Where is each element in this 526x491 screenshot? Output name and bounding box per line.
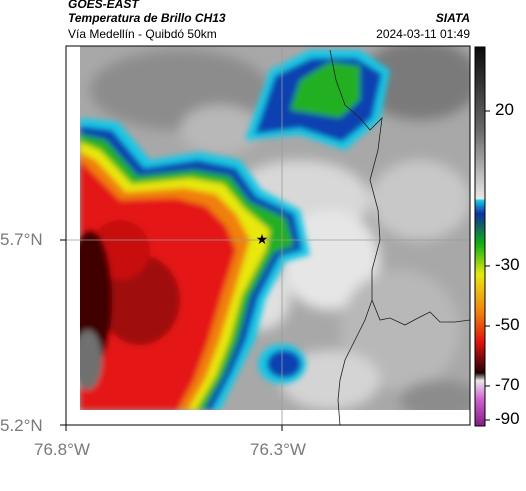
cold-cloud-system-west [68, 118, 310, 410]
header-title-satellite: GOES-EAST [68, 0, 139, 11]
colorbar [474, 46, 486, 427]
lat-tick-5-7: 5.7°N [0, 230, 43, 249]
header-datetime: 2024-03-11 01:49 [376, 27, 470, 41]
header-title-product: Temperatura de Brillo CH13 [68, 11, 226, 25]
colorbar-tick-minus50: -50 [495, 315, 520, 334]
border-line-2 [337, 299, 373, 425]
lat-tick-5-2: 5.2°N [0, 416, 43, 435]
colorbar-tick-minus90: -90 [495, 409, 520, 428]
colorbar-tick-minus30: -30 [495, 255, 520, 274]
lon-tick-76-3: 76.3°W [250, 440, 306, 459]
header-org: SIATA [435, 11, 470, 25]
header-region: Vía Medellín - Quibdó 50km [68, 27, 217, 41]
border-line [329, 49, 470, 326]
colorbar-tick-minus70: -70 [495, 375, 520, 394]
cold-cloud-north [245, 50, 390, 150]
colorbar-tick-20: 20 [495, 100, 514, 119]
lon-tick-76-8: 76.8°W [34, 440, 90, 459]
site-star-marker: ★ [256, 232, 269, 248]
